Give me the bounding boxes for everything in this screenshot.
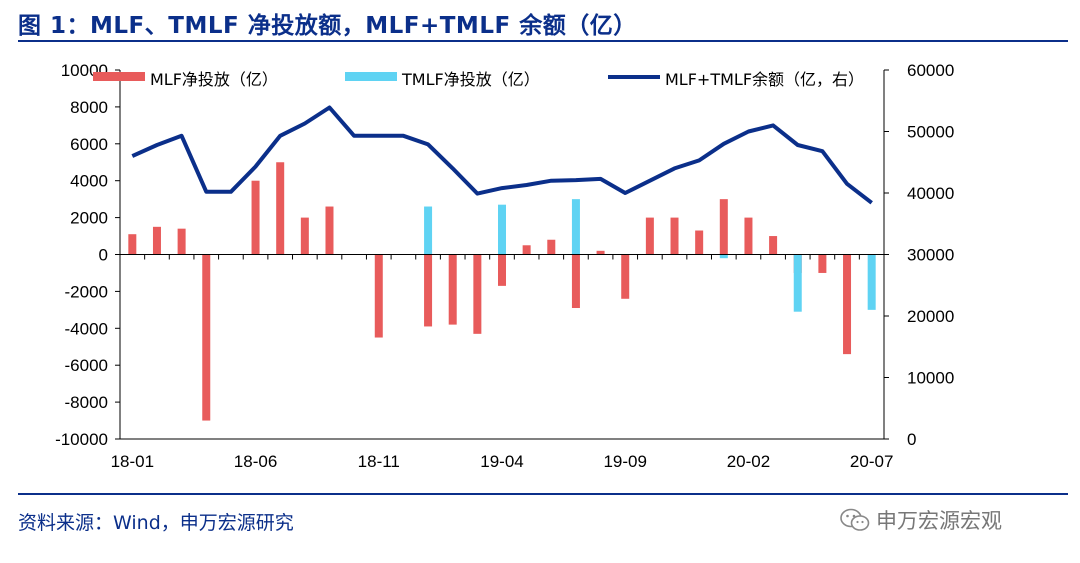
legend-label-balance: MLF+TMLF余额（亿，右） — [665, 70, 864, 89]
axes-layer: -10000 -8000 -6000 -4000 -2000 0 2000 4000 6000 8… — [55, 61, 954, 471]
mlf-bar-19-12 — [695, 230, 704, 255]
tmlf-bar-19-07 — [571, 199, 580, 255]
left-tick-label: -6000 — [65, 356, 108, 375]
mlf-bar-19-05 — [522, 245, 531, 255]
mlf-bar-20-06 — [843, 254, 852, 355]
mlf-bar-20-01 — [719, 199, 728, 255]
mlf-bar-18-03 — [177, 228, 186, 255]
legend-swatch-mlf — [93, 72, 145, 81]
right-tick-label: 20000 — [907, 307, 954, 326]
left-tick-label: 0 — [99, 246, 108, 265]
mlf-bar-19-03 — [473, 254, 482, 334]
left-tick-label: 6000 — [70, 135, 108, 154]
tmlf-bar-20-07 — [867, 254, 876, 310]
source-note: 资料来源：Wind，申万宏源研究 — [18, 512, 294, 534]
mlf-bar-18-02 — [152, 226, 161, 255]
x-tick-label: 20-02 — [727, 452, 770, 471]
x-tick-label: 20-07 — [850, 452, 893, 471]
watermark: 申万宏源宏观 — [840, 505, 1002, 535]
wechat-icon — [840, 508, 870, 531]
right-tick-label: 60000 — [907, 61, 954, 80]
right-tick-label: 10000 — [907, 369, 954, 388]
left-tick-label: -2000 — [65, 282, 108, 301]
line-layer — [131, 105, 873, 205]
left-tick-label: -4000 — [65, 319, 108, 338]
mlf-bar-19-02 — [448, 254, 457, 325]
x-tick-label: 19-04 — [480, 452, 523, 471]
mlf-bar-20-02 — [744, 217, 753, 255]
tmlf-bar-20-04 — [793, 254, 802, 312]
legend-label-tmlf: TMLF净投放（亿） — [401, 70, 540, 89]
mlf-bar-18-07 — [276, 162, 285, 255]
mlf-bar-20-05 — [818, 254, 827, 273]
mlf-bar-19-11 — [670, 217, 679, 255]
mlf-bar-18-06 — [251, 180, 260, 255]
bars-layer — [128, 162, 876, 421]
mlf-bar-19-08 — [596, 250, 605, 255]
legend-swatch-tmlf — [345, 72, 397, 81]
mlf-bar-20-03 — [769, 236, 778, 255]
mlf-bar-19-07 — [571, 254, 580, 309]
title-underline — [18, 40, 1068, 42]
mlf-bar-18-09 — [325, 206, 334, 255]
balance-line — [131, 105, 873, 205]
x-tick-label: 18-06 — [234, 452, 277, 471]
x-tick-label: 19-09 — [603, 452, 646, 471]
legend: MLF净投放（亿） TMLF净投放（亿） MLF+TMLF余额（亿，右） — [93, 70, 864, 89]
tmlf-bar-19-01 — [424, 206, 433, 255]
right-tick-label: 40000 — [907, 184, 954, 203]
mlf-bar-18-11 — [374, 254, 383, 338]
left-tick-label: -10000 — [55, 430, 108, 449]
chart: -10000 -8000 -6000 -4000 -2000 0 2000 4000 6000 8… — [55, 61, 954, 471]
right-tick-label: 50000 — [907, 123, 954, 142]
mlf-bar-18-08 — [300, 217, 309, 255]
footer-rule — [18, 493, 1068, 495]
mlf-bar-19-09 — [621, 254, 630, 299]
mlf-bar-19-06 — [547, 239, 556, 255]
legend-label-mlf: MLF净投放（亿） — [150, 70, 278, 89]
watermark-text: 申万宏源宏观 — [876, 509, 1002, 533]
left-tick-label: -8000 — [65, 393, 108, 412]
x-tick-label: 18-01 — [111, 452, 154, 471]
page-title: 图 1：MLF、TMLF 净投放额，MLF+TMLF 余额（亿） — [18, 13, 637, 39]
left-tick-label: 4000 — [70, 172, 108, 191]
mlf-bar-19-01 — [424, 254, 433, 327]
right-tick-label: 0 — [907, 430, 916, 449]
mlf-bar-19-10 — [645, 217, 654, 255]
tmlf-bar-20-01 — [719, 254, 728, 259]
left-tick-label: 2000 — [70, 209, 108, 228]
mlf-bar-19-04 — [498, 254, 506, 286]
mlf-bar-18-04 — [202, 254, 211, 421]
mlf-bar-18-01 — [128, 234, 137, 255]
right-tick-label: 30000 — [907, 246, 954, 265]
left-tick-label: 8000 — [70, 98, 108, 117]
x-tick-label: 18-11 — [358, 452, 400, 471]
tmlf-bar-19-04 — [498, 204, 506, 255]
